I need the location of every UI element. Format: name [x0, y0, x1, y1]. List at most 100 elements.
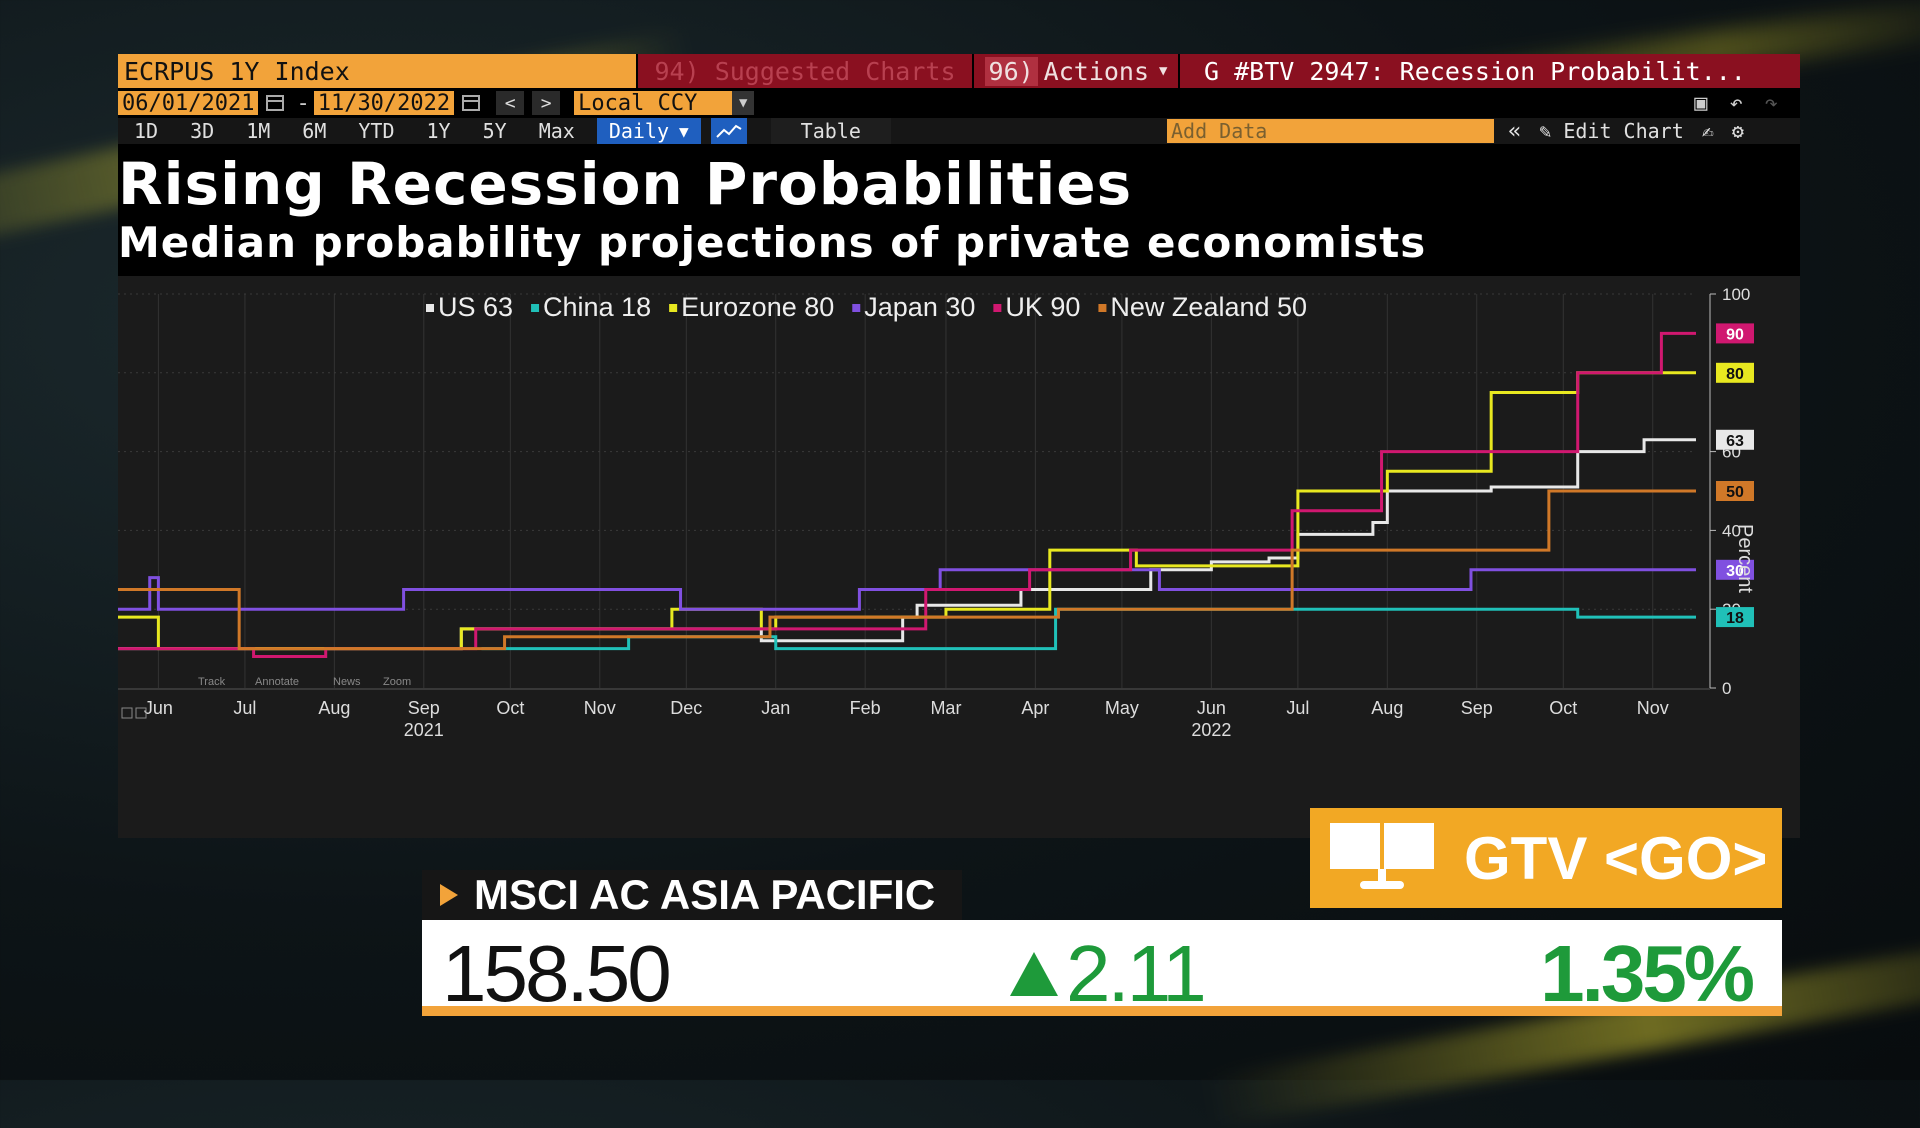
- year-label: 2021: [404, 720, 444, 740]
- period-button-1m[interactable]: 1M: [246, 119, 271, 143]
- plot-tool-annotate[interactable]: Annotate: [255, 676, 299, 688]
- edit-chart-label: Edit Chart: [1563, 119, 1684, 143]
- x-tick-label: Jan: [761, 698, 790, 718]
- last-value-label: 18: [1726, 610, 1744, 627]
- start-date-field[interactable]: 06/01/2021: [118, 91, 259, 116]
- undo-icon[interactable]: ↶: [1729, 90, 1743, 116]
- x-tick-label: May: [1105, 698, 1139, 718]
- legend-swatch: [993, 304, 1002, 312]
- x-tick-label: Jun: [1197, 698, 1226, 718]
- story-title[interactable]: G #BTV 2947: Recession Probabilit...: [1178, 54, 1800, 88]
- last-value-badge: [1716, 607, 1754, 628]
- x-tick-label: Jul: [233, 698, 256, 718]
- x-tick-label: Sep: [408, 698, 440, 718]
- annotate-icon[interactable]: ✍: [1701, 119, 1714, 143]
- series-line-china[interactable]: [481, 607, 1696, 651]
- period-bar: 1D 3D 1M 6M YTD 1Y 5Y Max Daily ▼ Table Add Dat…: [118, 118, 1800, 144]
- chevron-down-icon[interactable]: ▼: [732, 91, 755, 115]
- calendar-icon[interactable]: [462, 95, 481, 111]
- currency-field[interactable]: Local CCY: [574, 91, 733, 116]
- x-tick-label: Nov: [1637, 698, 1669, 718]
- legend-swatch: [669, 304, 678, 312]
- index-change: 2.11: [1066, 929, 1207, 1018]
- chevron-down-icon: ▼: [1159, 63, 1168, 79]
- legend-entry[interactable]: China 18: [543, 292, 651, 322]
- ticker-panel: 158.50 2.11 1.35%: [422, 920, 1782, 1018]
- last-value-label: 30: [1726, 563, 1744, 580]
- y-tick-label: 40: [1722, 521, 1741, 540]
- period-button-ytd[interactable]: YTD: [358, 119, 395, 143]
- x-tick-label: Sep: [1461, 698, 1493, 718]
- period-button-3d[interactable]: 3D: [190, 119, 215, 143]
- plot-tool-zoom[interactable]: Zoom: [383, 676, 411, 688]
- gear-icon[interactable]: ⚙: [1731, 119, 1744, 143]
- x-tick-label: Oct: [1549, 698, 1577, 718]
- zoom-out-icon[interactable]: [121, 707, 133, 719]
- up-arrow-icon: [1010, 952, 1058, 996]
- period-button-max[interactable]: Max: [538, 119, 575, 143]
- x-tick-label: Feb: [850, 698, 881, 718]
- last-value-badge: [1716, 559, 1754, 580]
- monitor-icon: [1330, 823, 1434, 893]
- legend-swatch: [531, 304, 540, 312]
- period-button-1d[interactable]: 1D: [134, 119, 159, 143]
- collapse-icon[interactable]: «: [1508, 118, 1522, 144]
- index-name: MSCI AC ASIA PACIFIC: [474, 871, 936, 918]
- suggested-charts-button[interactable]: 94) Suggested Charts: [636, 54, 972, 88]
- chart-tools: « ✎ Edit Chart ✍ ⚙: [1508, 118, 1744, 144]
- x-tick-label: Dec: [670, 698, 702, 718]
- series-line-uk[interactable]: [118, 331, 1696, 658]
- last-value-badge: [1716, 362, 1754, 383]
- index-label: MSCI AC ASIA PACIFIC: [422, 870, 962, 920]
- line-chart[interactable]: 0204060100JunJulAugSepOctNovDecJanFebMar…: [118, 276, 1800, 838]
- plot-tool-track[interactable]: Track: [198, 676, 226, 688]
- last-value-badge: [1716, 429, 1754, 450]
- last-value-badge: [1716, 481, 1754, 501]
- chart-subtitle: Median probability projections of privat…: [118, 218, 1427, 267]
- x-tick-label: Apr: [1021, 698, 1049, 718]
- previous-icon[interactable]: <: [496, 91, 525, 115]
- end-date-field[interactable]: 11/30/2022: [313, 91, 455, 116]
- ticker-field[interactable]: ECRPUS 1Y Index: [118, 54, 636, 88]
- frequency-dropdown[interactable]: Daily ▼: [596, 118, 701, 144]
- actions-number: 96): [984, 56, 1038, 86]
- series-line-new-zealand[interactable]: [118, 489, 1696, 651]
- edit-chart-button[interactable]: ✎ Edit Chart: [1539, 119, 1684, 143]
- command-bar: ECRPUS 1Y Index 94) Suggested Charts 96)…: [118, 54, 1800, 88]
- play-icon: [440, 884, 458, 906]
- last-value-label: 80: [1726, 366, 1744, 383]
- legend-entry[interactable]: UK 90: [1005, 292, 1080, 322]
- legend-entry[interactable]: New Zealand 50: [1110, 292, 1307, 322]
- actions-label: Actions: [1043, 56, 1150, 86]
- zoom-in-icon[interactable]: [135, 707, 147, 719]
- plot-tool-news[interactable]: News: [333, 676, 361, 688]
- period-button-1y[interactable]: 1Y: [426, 119, 451, 143]
- series-line-japan[interactable]: [118, 568, 1696, 611]
- period-button-6m[interactable]: 6M: [302, 119, 327, 143]
- series-line-eurozone[interactable]: [118, 371, 1696, 651]
- gtv-badge[interactable]: GTV <GO>: [1310, 808, 1782, 908]
- last-value-label: 63: [1726, 433, 1744, 450]
- presentation-icon[interactable]: ▣: [1694, 90, 1708, 116]
- last-value-label: 90: [1726, 326, 1744, 343]
- period-button-5y[interactable]: 5Y: [482, 119, 507, 143]
- frequency-label: Daily: [608, 119, 670, 143]
- x-tick-label: Oct: [496, 698, 524, 718]
- legend-entry[interactable]: Eurozone 80: [681, 292, 834, 322]
- index-value: 158.50: [442, 929, 672, 1018]
- next-icon[interactable]: >: [532, 91, 561, 115]
- redo-icon[interactable]: ↷: [1764, 90, 1778, 116]
- add-data-input[interactable]: Add Data: [1167, 119, 1494, 143]
- table-button[interactable]: Table: [770, 118, 891, 144]
- legend-swatch: [852, 304, 861, 312]
- line-chart-icon[interactable]: [710, 118, 747, 144]
- period-buttons: 1D 3D 1M 6M YTD 1Y 5Y Max: [118, 118, 591, 144]
- plot-panel: 0204060100JunJulAugSepOctNovDecJanFebMar…: [118, 276, 1800, 838]
- legend-entry[interactable]: Japan 30: [864, 292, 975, 322]
- actions-button[interactable]: 96) Actions ▼: [972, 54, 1178, 88]
- x-tick-label: Nov: [584, 698, 616, 718]
- legend-entry[interactable]: US 63: [438, 292, 513, 322]
- calendar-icon[interactable]: [266, 95, 285, 111]
- y-tick-label: 0: [1722, 679, 1731, 698]
- last-value-label: 50: [1726, 484, 1744, 501]
